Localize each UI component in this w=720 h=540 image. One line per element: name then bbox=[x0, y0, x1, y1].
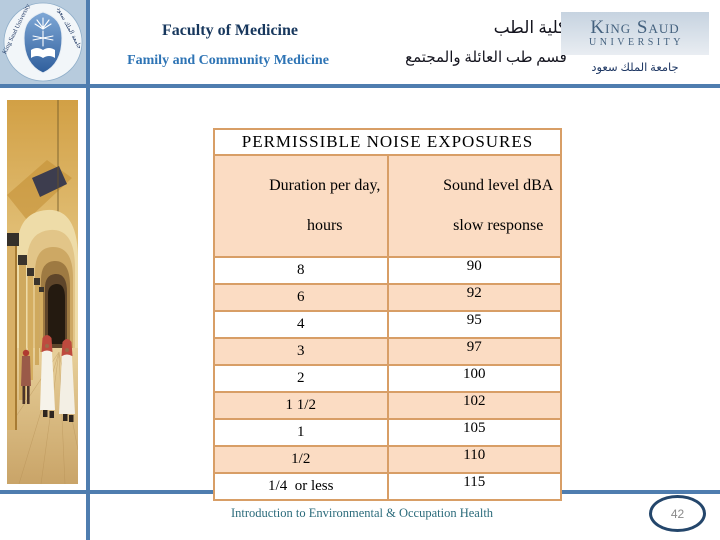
duration-cell: 6 bbox=[213, 283, 389, 312]
table-row: 1/2 110 bbox=[213, 445, 562, 474]
sound-level-cell: 90 bbox=[386, 256, 562, 285]
table-title-row: PERMISSIBLE NOISE EXPOSURES bbox=[213, 128, 562, 156]
duration-cell: 2 bbox=[213, 364, 389, 393]
footer-course-title: Introduction to Environmental & Occupati… bbox=[230, 506, 494, 520]
campus-colonnade-photo bbox=[7, 100, 78, 484]
vertical-accent-line bbox=[86, 0, 90, 540]
duration-header-line1: Duration per day, bbox=[269, 177, 381, 194]
sound-level-cell: 102 bbox=[386, 391, 562, 420]
duration-cell: 1 1/2 bbox=[213, 391, 389, 420]
sound-level-cell: 100 bbox=[386, 364, 562, 393]
university-wordmark: King Saud UNIVERSITY bbox=[561, 12, 709, 55]
table-header-row: Duration per day, hours Sound level dBA … bbox=[213, 154, 562, 258]
sound-level-header-line2: slow response bbox=[453, 217, 544, 234]
university-name-line2: UNIVERSITY bbox=[589, 37, 684, 48]
faculty-title-ar: كلية الطب bbox=[493, 18, 567, 37]
table-row: 6 92 bbox=[213, 283, 562, 312]
duration-cell: 8 bbox=[213, 256, 389, 285]
seal-graphic: King Saud University جامعة الملك سعود bbox=[0, 0, 86, 84]
department-title-ar: قسم طب العائلة والمجتمع bbox=[405, 50, 567, 66]
sound-level-cell: 115 bbox=[386, 472, 562, 501]
table-row: 2 100 bbox=[213, 364, 562, 393]
duration-cell: 1 bbox=[213, 418, 389, 447]
table-title: PERMISSIBLE NOISE EXPOSURES bbox=[213, 128, 562, 156]
walking-figures bbox=[21, 335, 75, 422]
sound-level-cell: 95 bbox=[386, 310, 562, 339]
table-row: 1/4 or less 115 bbox=[213, 472, 562, 501]
page-number: 42 bbox=[670, 506, 685, 521]
sound-level-cell: 97 bbox=[386, 337, 562, 366]
seal-open-book-icon bbox=[31, 48, 55, 58]
noise-exposure-table: PERMISSIBLE NOISE EXPOSURES Duration per… bbox=[213, 128, 562, 501]
sound-level-header-line1: Sound level dBA bbox=[443, 177, 554, 194]
faculty-title-en: Faculty of Medicine bbox=[162, 22, 298, 39]
column-header-duration: Duration per day, hours bbox=[213, 154, 389, 258]
photo-graphic bbox=[7, 100, 78, 484]
sound-level-cell: 92 bbox=[386, 283, 562, 312]
duration-cell: 4 bbox=[213, 310, 389, 339]
table-row: 3 97 bbox=[213, 337, 562, 366]
duration-header-line2: hours bbox=[306, 217, 343, 234]
university-name-line1: King Saud bbox=[590, 17, 680, 38]
table-row: 8 90 bbox=[213, 256, 562, 285]
table-row: 1 1/2 102 bbox=[213, 391, 562, 420]
column-header-sound-level: Sound level dBA slow response bbox=[386, 154, 562, 258]
duration-cell: 3 bbox=[213, 337, 389, 366]
sound-level-cell: 110 bbox=[386, 445, 562, 474]
table-row: 4 95 bbox=[213, 310, 562, 339]
noise-table-body: PERMISSIBLE NOISE EXPOSURES Duration per… bbox=[213, 128, 562, 501]
sound-level-cell: 105 bbox=[386, 418, 562, 447]
page-number-badge: 42 bbox=[649, 495, 706, 532]
table-row: 1 105 bbox=[213, 418, 562, 447]
header-divider-line bbox=[0, 84, 720, 88]
university-name-arabic: جامعة الملك سعود bbox=[591, 62, 679, 74]
department-title-en: Family and Community Medicine bbox=[127, 53, 329, 68]
duration-cell: 1/2 bbox=[213, 445, 389, 474]
duration-cell: 1/4 or less bbox=[213, 472, 389, 501]
university-seal-logo: King Saud University جامعة الملك سعود bbox=[0, 0, 86, 84]
seal-crossed-swords-icon bbox=[32, 35, 54, 41]
